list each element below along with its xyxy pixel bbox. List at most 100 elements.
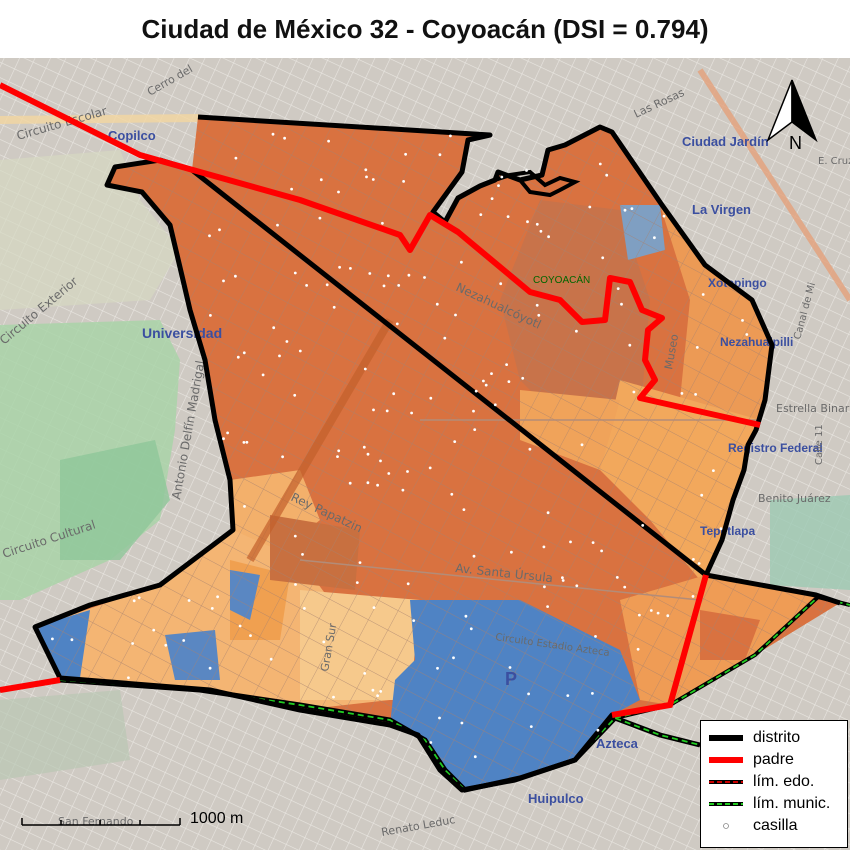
casilla-point bbox=[546, 605, 549, 608]
casilla-point bbox=[406, 582, 410, 586]
casilla-point bbox=[701, 293, 705, 296]
casilla-point bbox=[363, 672, 367, 675]
casilla-point bbox=[620, 302, 623, 306]
casilla-point bbox=[449, 134, 452, 138]
casilla-point bbox=[539, 229, 543, 233]
casilla-point bbox=[666, 614, 670, 618]
casilla-point bbox=[525, 169, 528, 172]
casilla-point bbox=[365, 175, 368, 179]
casilla-point bbox=[272, 326, 276, 330]
casilla-point bbox=[507, 380, 511, 383]
casilla-point bbox=[226, 431, 230, 435]
casilla-point bbox=[641, 524, 645, 527]
casilla-point bbox=[137, 596, 141, 600]
casilla-point bbox=[561, 576, 564, 580]
casilla-point bbox=[591, 692, 594, 695]
map-title: Ciudad de México 32 - Coyoacán (DSI = 0.… bbox=[141, 14, 709, 44]
scale-bar-label: 1000 m bbox=[190, 810, 244, 827]
casilla-point bbox=[242, 351, 246, 355]
casilla-point bbox=[371, 178, 375, 181]
casilla-point bbox=[249, 634, 252, 637]
casilla-point bbox=[363, 367, 367, 371]
casilla-point bbox=[238, 624, 242, 628]
munic-line-icon bbox=[709, 802, 743, 806]
place-label: Ciudad Jardín bbox=[682, 134, 769, 149]
casilla-point bbox=[443, 336, 447, 340]
casilla-point bbox=[126, 676, 130, 680]
casilla-point bbox=[271, 132, 275, 136]
casilla-point bbox=[535, 303, 539, 307]
casilla-point bbox=[332, 305, 336, 309]
district-map[interactable]: Circuito Escolar Circuito Exterior Cerro… bbox=[0, 58, 850, 850]
basemap-park-central bbox=[60, 440, 170, 560]
casilla-point bbox=[569, 540, 572, 544]
casilla-point bbox=[51, 637, 54, 641]
casilla-point bbox=[662, 214, 666, 218]
casilla-point bbox=[575, 584, 579, 588]
casilla-point bbox=[505, 363, 508, 366]
casilla-point bbox=[691, 595, 695, 598]
casilla-point bbox=[364, 168, 368, 172]
casilla-point bbox=[410, 411, 413, 415]
casilla-point bbox=[561, 579, 565, 582]
casilla-point bbox=[131, 642, 135, 645]
casilla-point bbox=[537, 313, 541, 317]
legend-label: lím. edo. bbox=[753, 773, 815, 790]
casilla-point bbox=[382, 284, 386, 288]
casilla-point bbox=[208, 666, 212, 670]
place-label: Registro Federal bbox=[728, 441, 823, 455]
casilla-point bbox=[349, 267, 352, 270]
casilla-point bbox=[438, 716, 441, 720]
casilla-point bbox=[712, 469, 715, 472]
casilla-point bbox=[623, 585, 627, 589]
casilla-point bbox=[261, 373, 265, 377]
casilla-point bbox=[245, 440, 249, 444]
north-arrow-icon bbox=[766, 79, 818, 143]
casilla-point bbox=[543, 585, 546, 589]
casilla-point-icon bbox=[723, 823, 729, 829]
casilla-point bbox=[222, 437, 225, 441]
street-label: Calle 11 bbox=[814, 424, 825, 465]
casilla-point bbox=[598, 162, 602, 166]
casilla-point bbox=[182, 639, 186, 642]
casilla-point bbox=[269, 657, 273, 661]
casilla-point bbox=[473, 755, 477, 759]
place-label: Huipulco bbox=[528, 791, 584, 806]
casilla-point bbox=[164, 643, 168, 647]
casilla-point bbox=[209, 314, 212, 317]
legend-label: distrito bbox=[753, 729, 801, 746]
casilla-point bbox=[395, 322, 399, 326]
casilla-point bbox=[435, 302, 439, 306]
casilla-point bbox=[293, 534, 297, 538]
casilla-point bbox=[362, 445, 366, 449]
casilla-point bbox=[745, 333, 749, 336]
street-label: Museo bbox=[662, 333, 681, 371]
casilla-point bbox=[575, 329, 578, 333]
casilla-point bbox=[527, 692, 530, 696]
casilla-point bbox=[368, 272, 372, 275]
casilla-point bbox=[355, 581, 359, 584]
casilla-point bbox=[285, 340, 289, 343]
distrito-boundary-inner bbox=[494, 169, 581, 198]
casilla-point bbox=[293, 271, 297, 275]
casilla-point bbox=[423, 276, 426, 279]
casilla-point bbox=[601, 256, 605, 260]
casilla-point bbox=[472, 554, 476, 558]
casilla-point bbox=[438, 153, 442, 157]
casilla-point bbox=[379, 690, 383, 693]
street-label: E. Cruz bbox=[818, 156, 850, 167]
casilla-point bbox=[236, 355, 240, 359]
casilla-point bbox=[453, 440, 457, 443]
casilla-point bbox=[616, 287, 620, 290]
casilla-point bbox=[70, 638, 74, 642]
casilla-point bbox=[222, 279, 225, 283]
casilla-point bbox=[406, 470, 409, 473]
casilla-point bbox=[132, 599, 136, 603]
casilla-point bbox=[298, 349, 302, 353]
casilla-point bbox=[218, 228, 221, 232]
casilla-point bbox=[632, 390, 636, 394]
casilla-point bbox=[387, 472, 391, 475]
casilla-point bbox=[469, 627, 473, 631]
place-label: Azteca bbox=[596, 736, 639, 751]
legend-label: lím. munic. bbox=[753, 795, 831, 812]
